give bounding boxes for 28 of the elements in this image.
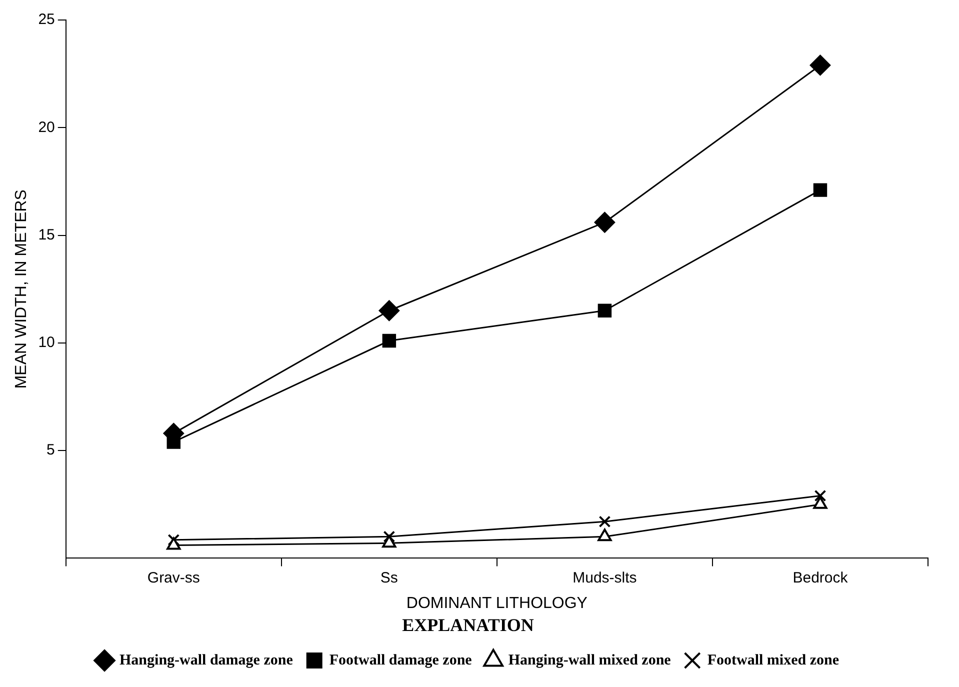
legend-title: EXPLANATION [402, 615, 534, 636]
point [382, 535, 396, 548]
legend-label: Footwall damage zone [329, 652, 472, 668]
legend-label: Hanging-wall mixed zone [508, 652, 672, 668]
point [598, 528, 612, 542]
y-tick-label: 15 [38, 226, 55, 244]
y-tick-label: 25 [38, 11, 55, 28]
point [598, 304, 612, 318]
point [814, 490, 826, 502]
y-tick-label: 10 [38, 334, 55, 352]
legend-label: Hanging-wall damage zone [120, 652, 294, 668]
point [810, 54, 831, 76]
legend-label: Footwall mixed zone [707, 652, 840, 668]
point [813, 183, 828, 197]
y-tick-label: 5 [46, 442, 55, 459]
point [598, 516, 611, 528]
point [813, 496, 828, 509]
x-tick-label: Muds-slts [572, 569, 637, 586]
point [594, 212, 616, 233]
x-tick-label: Ss [380, 569, 398, 586]
y-tick-label: 20 [38, 118, 55, 136]
point [378, 300, 400, 322]
x-tick-label: Bedrock [792, 569, 848, 586]
x-axis-title: DOMINANT LITHOLOGY [406, 595, 588, 612]
point [166, 537, 181, 550]
x-tick-label: Grav-ss [147, 569, 200, 586]
point [382, 334, 396, 348]
y-axis-title: MEAN WIDTH, IN METERS [13, 190, 30, 389]
